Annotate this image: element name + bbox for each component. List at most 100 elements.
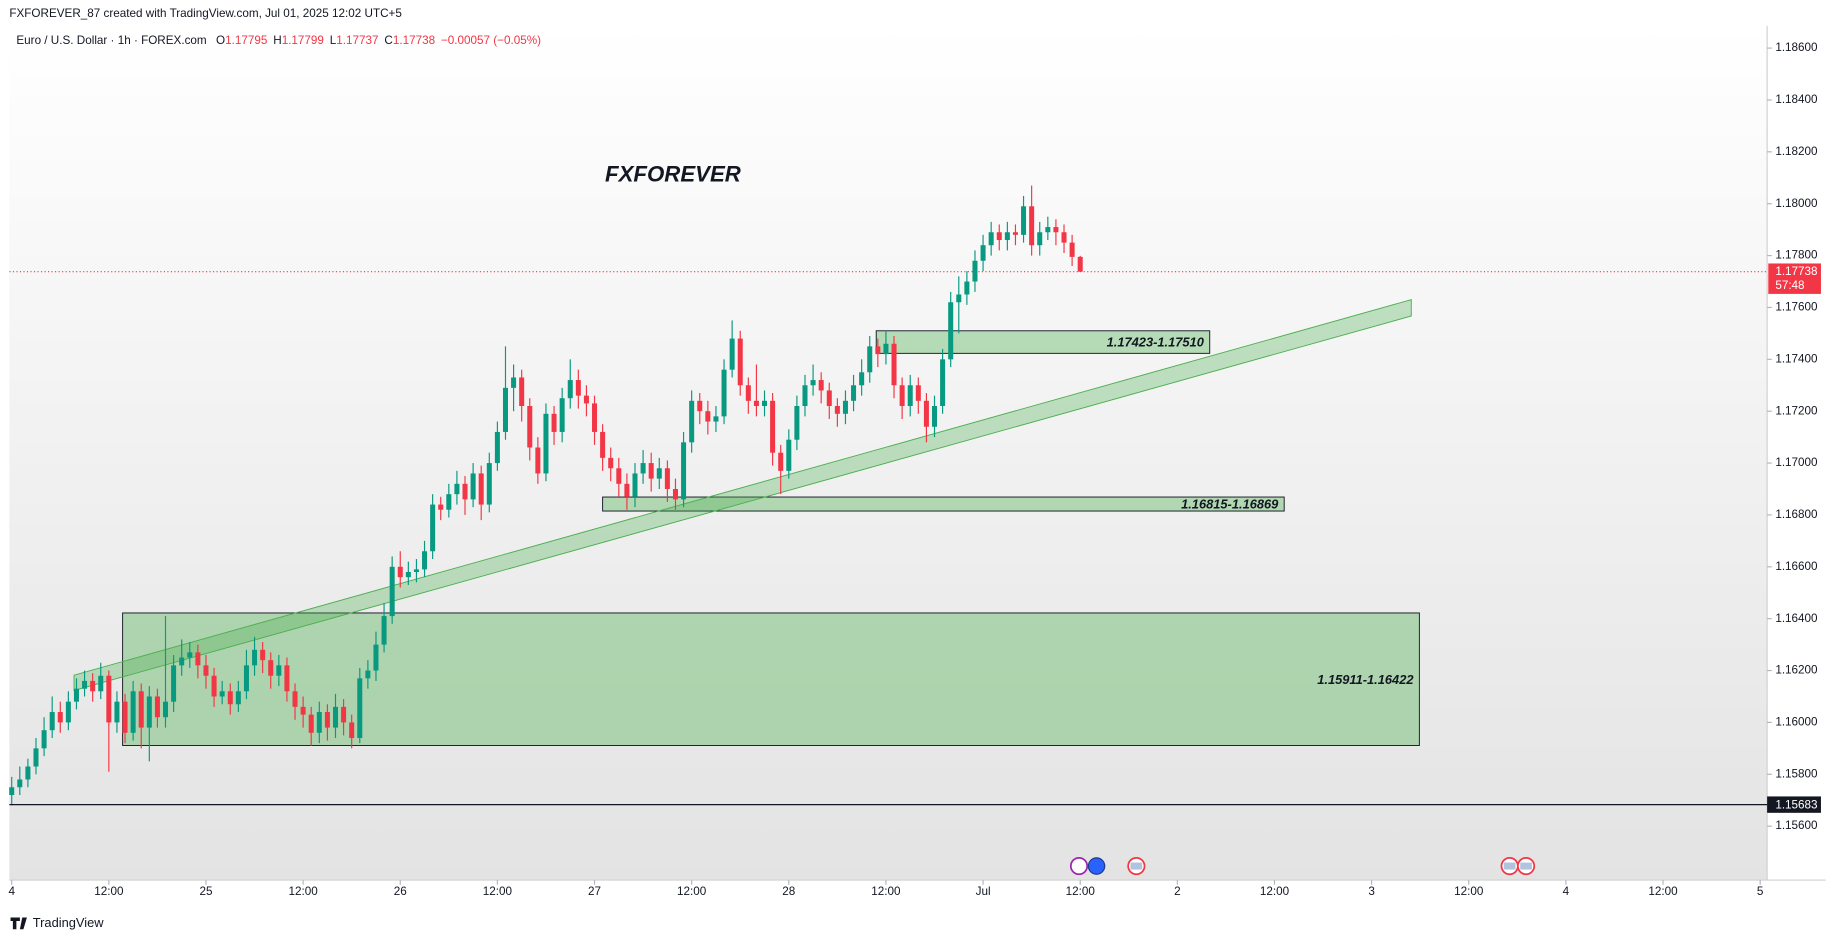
candle-body — [551, 413, 557, 432]
ohlc-value: 1.17799 — [282, 34, 324, 47]
y-tick-label: 1.17800 — [1775, 249, 1818, 262]
candle-body — [826, 390, 832, 407]
candle-body — [502, 387, 508, 432]
candle-body — [745, 385, 751, 401]
trend-channel — [73, 299, 1412, 692]
zone-label: 1.15911-1.16422 — [1317, 672, 1414, 687]
candle-body — [446, 494, 452, 510]
candle-body — [332, 706, 339, 728]
candle-body — [519, 377, 525, 407]
candle-body — [737, 338, 743, 386]
candle-body — [41, 730, 47, 749]
candle-body — [689, 400, 695, 443]
pane — [9, 25, 1768, 881]
candle-body — [365, 670, 371, 679]
candle-body — [82, 680, 88, 689]
candle-body — [114, 701, 120, 723]
zone-label: 1.17423-1.17510 — [1107, 335, 1205, 350]
candle-body — [462, 483, 468, 500]
candles — [9, 185, 1083, 806]
zones: 1.17423-1.17510 1.16815-1.16869 1.15911-1.… — [73, 299, 1420, 746]
candle-body — [867, 346, 873, 373]
candle-body — [632, 473, 638, 497]
zone — [122, 612, 1420, 746]
candle-body — [478, 473, 484, 505]
candle-body — [891, 343, 897, 386]
candle-body — [9, 787, 15, 796]
candle-body — [1061, 232, 1067, 243]
candle-body — [956, 294, 962, 303]
candle-body — [1053, 227, 1059, 233]
candle-body — [203, 665, 209, 676]
ohlc-label: C — [384, 34, 392, 47]
x-tick-label: 27 — [588, 885, 601, 898]
x-tick-label: 12:00 — [1454, 885, 1484, 898]
candle-body — [171, 665, 177, 702]
ohlc-value: 1.17737 — [336, 34, 378, 47]
candle-body — [90, 680, 96, 692]
zone — [602, 496, 1285, 512]
last-price-label: 1.17738 — [1775, 265, 1817, 278]
candle-body — [616, 468, 622, 484]
candle-body — [778, 452, 784, 471]
candle-body — [219, 691, 225, 697]
y-tick-label: 1.17600 — [1775, 301, 1818, 314]
candle-body — [1029, 206, 1035, 246]
candle-body — [786, 439, 792, 471]
candle-body — [381, 616, 387, 645]
candle-body — [454, 483, 460, 495]
y-tick-label: 1.15600 — [1775, 819, 1818, 832]
candle-body — [648, 463, 654, 479]
candle-body — [195, 652, 201, 666]
x-tick-label: 3 — [1368, 885, 1375, 898]
candle-body — [511, 377, 517, 388]
countdown: 57:48 — [1775, 279, 1804, 292]
y-tick-label: 1.16000 — [1775, 716, 1818, 729]
candle-body — [179, 657, 185, 666]
candle-body — [980, 245, 986, 261]
candle-body — [681, 442, 687, 500]
y-tick-label: 1.18600 — [1775, 41, 1818, 54]
hline-label-box — [1767, 796, 1821, 813]
candle-body — [608, 457, 614, 469]
candle-body — [349, 722, 355, 738]
candle-body — [883, 343, 889, 355]
candle-body — [842, 400, 848, 414]
candle-body — [276, 665, 282, 676]
candle-body — [33, 748, 39, 767]
y-tick-label: 1.16200 — [1775, 664, 1818, 677]
candle-body — [243, 665, 249, 692]
candle-body — [543, 413, 549, 474]
x-tick-label: 28 — [782, 885, 795, 898]
candle-body — [130, 691, 136, 733]
candle-body — [729, 338, 735, 370]
y-tick-label: 1.16600 — [1775, 560, 1818, 573]
candle-body — [575, 380, 581, 396]
candle-body — [567, 380, 573, 399]
candle-body — [583, 395, 589, 404]
candle-body — [98, 675, 104, 692]
candle-body — [146, 696, 152, 728]
candle-body — [948, 302, 954, 360]
y-tick-label: 1.18400 — [1775, 93, 1818, 106]
candle-body — [1004, 232, 1010, 241]
candle-body — [851, 385, 857, 401]
candle-body — [592, 403, 598, 432]
x-tick-label: Jul — [976, 885, 991, 898]
candle-body — [422, 551, 428, 570]
candle-body — [405, 571, 411, 578]
candle-body — [106, 675, 112, 723]
candle-body — [324, 712, 330, 728]
candle-body — [292, 691, 298, 707]
candle-body — [923, 400, 929, 427]
y-tick-label: 1.17000 — [1775, 456, 1818, 469]
candle-body — [640, 463, 646, 474]
candle-body — [65, 701, 71, 723]
candle-body — [527, 406, 533, 448]
candle-body — [753, 400, 759, 407]
candle-body — [762, 400, 768, 407]
candle-body — [859, 372, 865, 386]
candle-body — [252, 649, 258, 666]
